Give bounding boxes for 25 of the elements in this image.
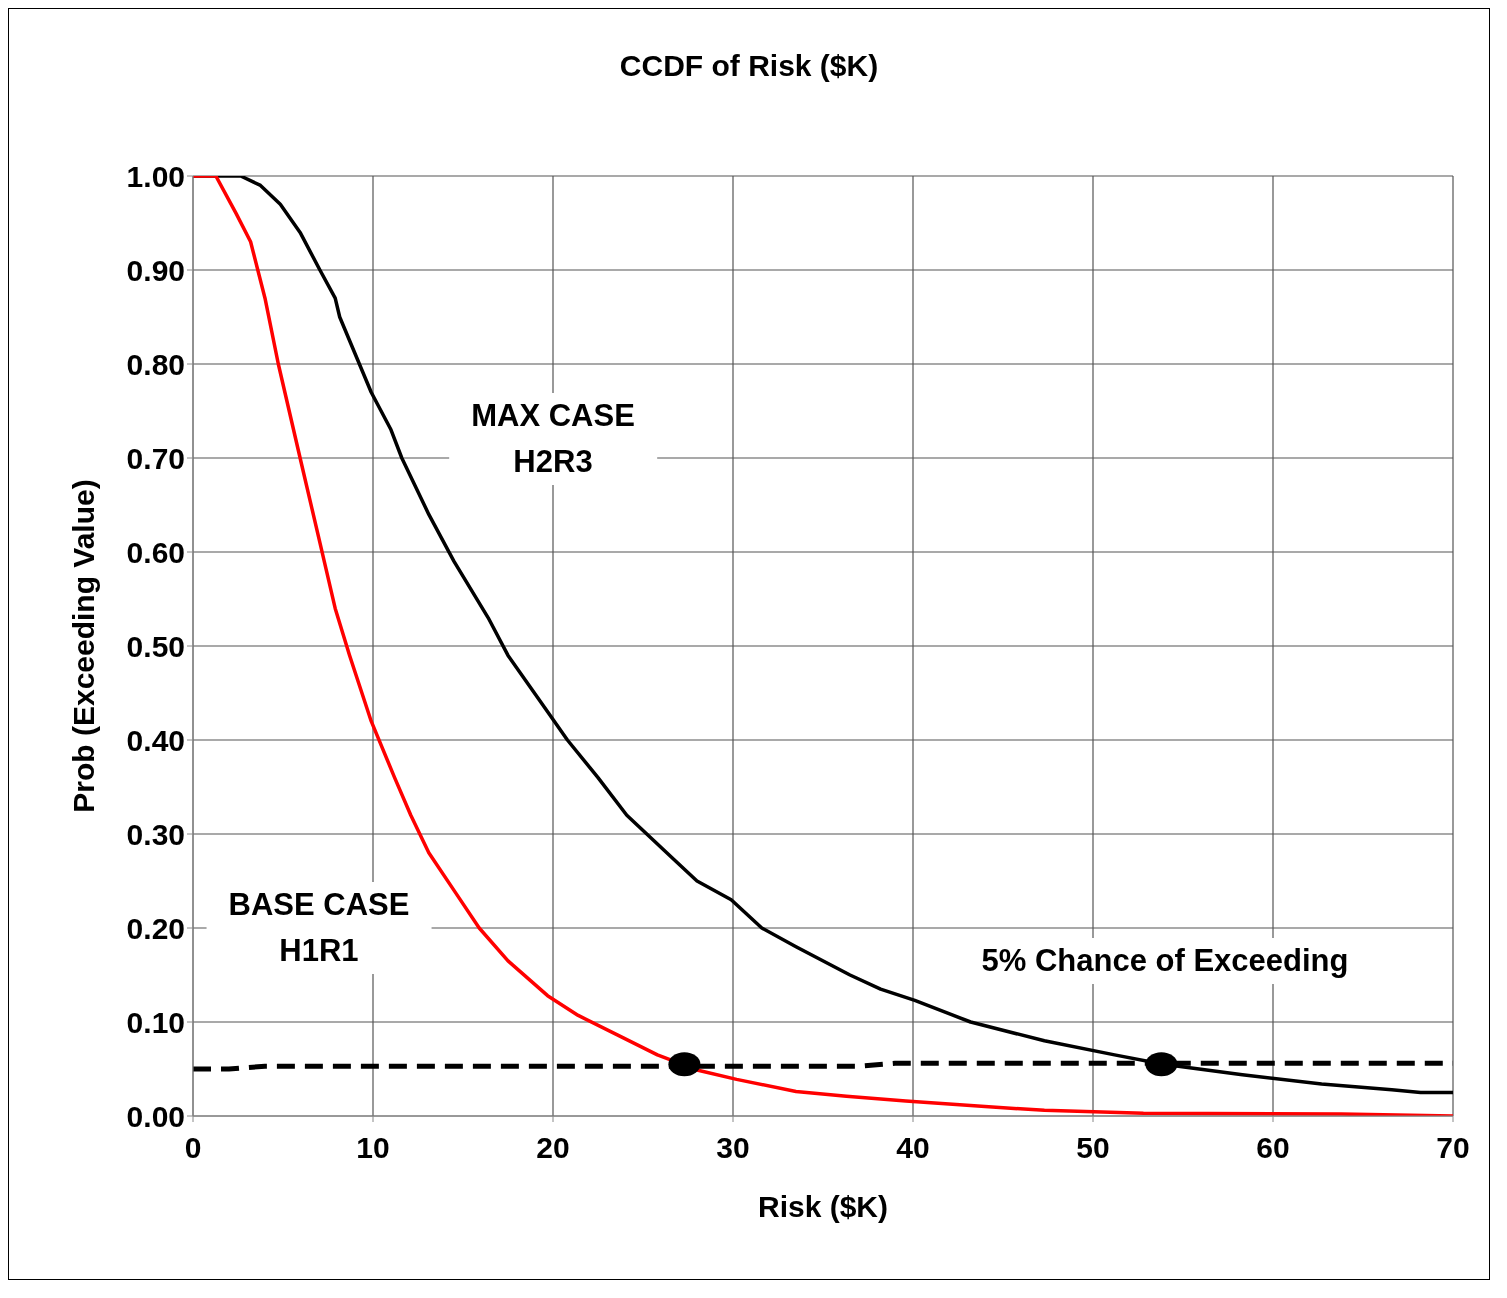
y-tick-label: 0.30	[126, 817, 185, 851]
y-tick-label: 0.70	[126, 441, 185, 475]
y-tick-label: 0.20	[126, 911, 185, 945]
y-tick-label: 0.00	[126, 1099, 185, 1133]
y-tick-label: 0.50	[126, 629, 185, 663]
x-axis-title: Risk ($K)	[757, 1190, 889, 1224]
x-tick-label: 70	[1436, 1131, 1470, 1164]
x-tick-label: 0	[184, 1131, 202, 1164]
x-tick-label: 30	[716, 1131, 750, 1164]
annotation: 5% Chance of Exceeding	[959, 937, 1371, 984]
x-tick-label: 20	[536, 1131, 570, 1164]
y-tick-label: 0.80	[126, 347, 185, 381]
x-tick-label: 60	[1256, 1131, 1290, 1164]
annotation: BASE CASE H1R1	[206, 882, 432, 974]
chart-title: CCDF of Risk ($K)	[618, 49, 880, 83]
y-tick-label: 0.10	[126, 1005, 185, 1039]
y-tick-label: 1.00	[126, 159, 185, 193]
y-tick-label: 0.60	[126, 535, 185, 569]
y-axis-title: Prob (Exceeding Value)	[66, 479, 100, 813]
x-tick-label: 40	[896, 1131, 930, 1164]
x-tick-label: 10	[356, 1131, 390, 1164]
x-tick-label: 50	[1076, 1131, 1110, 1164]
annotation: MAX CASE H2R3	[449, 393, 657, 486]
y-tick-label: 0.90	[126, 253, 185, 287]
y-tick-label: 0.40	[126, 723, 185, 757]
